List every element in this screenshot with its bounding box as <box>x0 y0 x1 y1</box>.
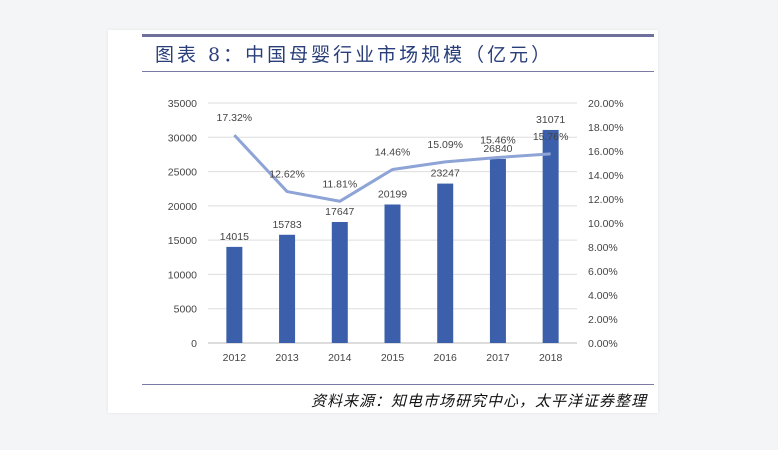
right-tick-label: 8.00% <box>588 242 618 254</box>
line-data-label: 15.09% <box>427 139 463 151</box>
right-tick-label: 20.00% <box>588 98 624 110</box>
bar-data-label: 20199 <box>378 188 407 200</box>
bar <box>437 183 454 343</box>
right-tick-label: 2.00% <box>588 314 618 326</box>
x-tick-label: 2012 <box>223 352 247 364</box>
source-note: 资料来源：知电市场研究中心，太平洋证券整理 <box>310 392 647 410</box>
right-tick-label: 6.00% <box>588 266 618 278</box>
bar <box>542 129 559 343</box>
left-tick-label: 25000 <box>168 167 197 179</box>
bar-data-label: 26840 <box>483 143 512 155</box>
left-tick-label: 15000 <box>168 235 197 247</box>
left-tick-label: 10000 <box>168 269 197 281</box>
x-tick-label: 2017 <box>486 352 510 364</box>
line-data-label: 12.62% <box>269 169 305 181</box>
x-tick-label: 2013 <box>275 352 299 364</box>
page-title: 图表 8：中国母婴行业市场规模（亿元） <box>155 44 554 66</box>
bar-data-label: 31071 <box>536 114 565 126</box>
x-tick-label: 2018 <box>539 352 563 364</box>
line-data-label: 15.76% <box>533 131 569 143</box>
line-data-label: 17.32% <box>217 112 253 124</box>
bar <box>384 204 401 343</box>
x-tick-label: 2016 <box>434 352 458 364</box>
right-tick-label: 14.00% <box>588 170 624 182</box>
left-tick-label: 0 <box>191 338 197 350</box>
bar <box>226 246 243 343</box>
right-tick-label: 18.00% <box>588 122 624 134</box>
right-tick-label: 16.00% <box>588 146 624 158</box>
right-tick-label: 10.00% <box>588 218 624 230</box>
line-data-label: 14.46% <box>375 146 411 158</box>
left-tick-label: 35000 <box>168 98 197 110</box>
left-tick-label: 30000 <box>168 132 197 144</box>
bottom-divider <box>142 384 654 385</box>
bar-data-label: 23247 <box>431 168 460 180</box>
line-data-label: 11.81% <box>322 178 357 190</box>
left-tick-label: 20000 <box>168 201 197 213</box>
bar <box>331 221 348 343</box>
bar-data-label: 15783 <box>272 219 301 231</box>
title-divider <box>142 71 654 72</box>
right-tick-label: 4.00% <box>588 290 618 302</box>
x-tick-label: 2015 <box>381 352 405 364</box>
bar <box>279 234 296 343</box>
title-top-rule <box>142 34 654 37</box>
x-tick-label: 2014 <box>328 352 352 364</box>
bar-data-label: 17647 <box>325 206 354 218</box>
bar <box>489 158 506 343</box>
bar-data-label: 14015 <box>220 231 249 243</box>
line-data-label: 15.46% <box>480 134 516 146</box>
chart-card <box>108 30 658 413</box>
right-tick-label: 12.00% <box>588 194 624 206</box>
growth-rate-line <box>233 134 551 203</box>
left-tick-label: 5000 <box>174 304 198 316</box>
right-tick-label: 0.00% <box>588 338 618 350</box>
